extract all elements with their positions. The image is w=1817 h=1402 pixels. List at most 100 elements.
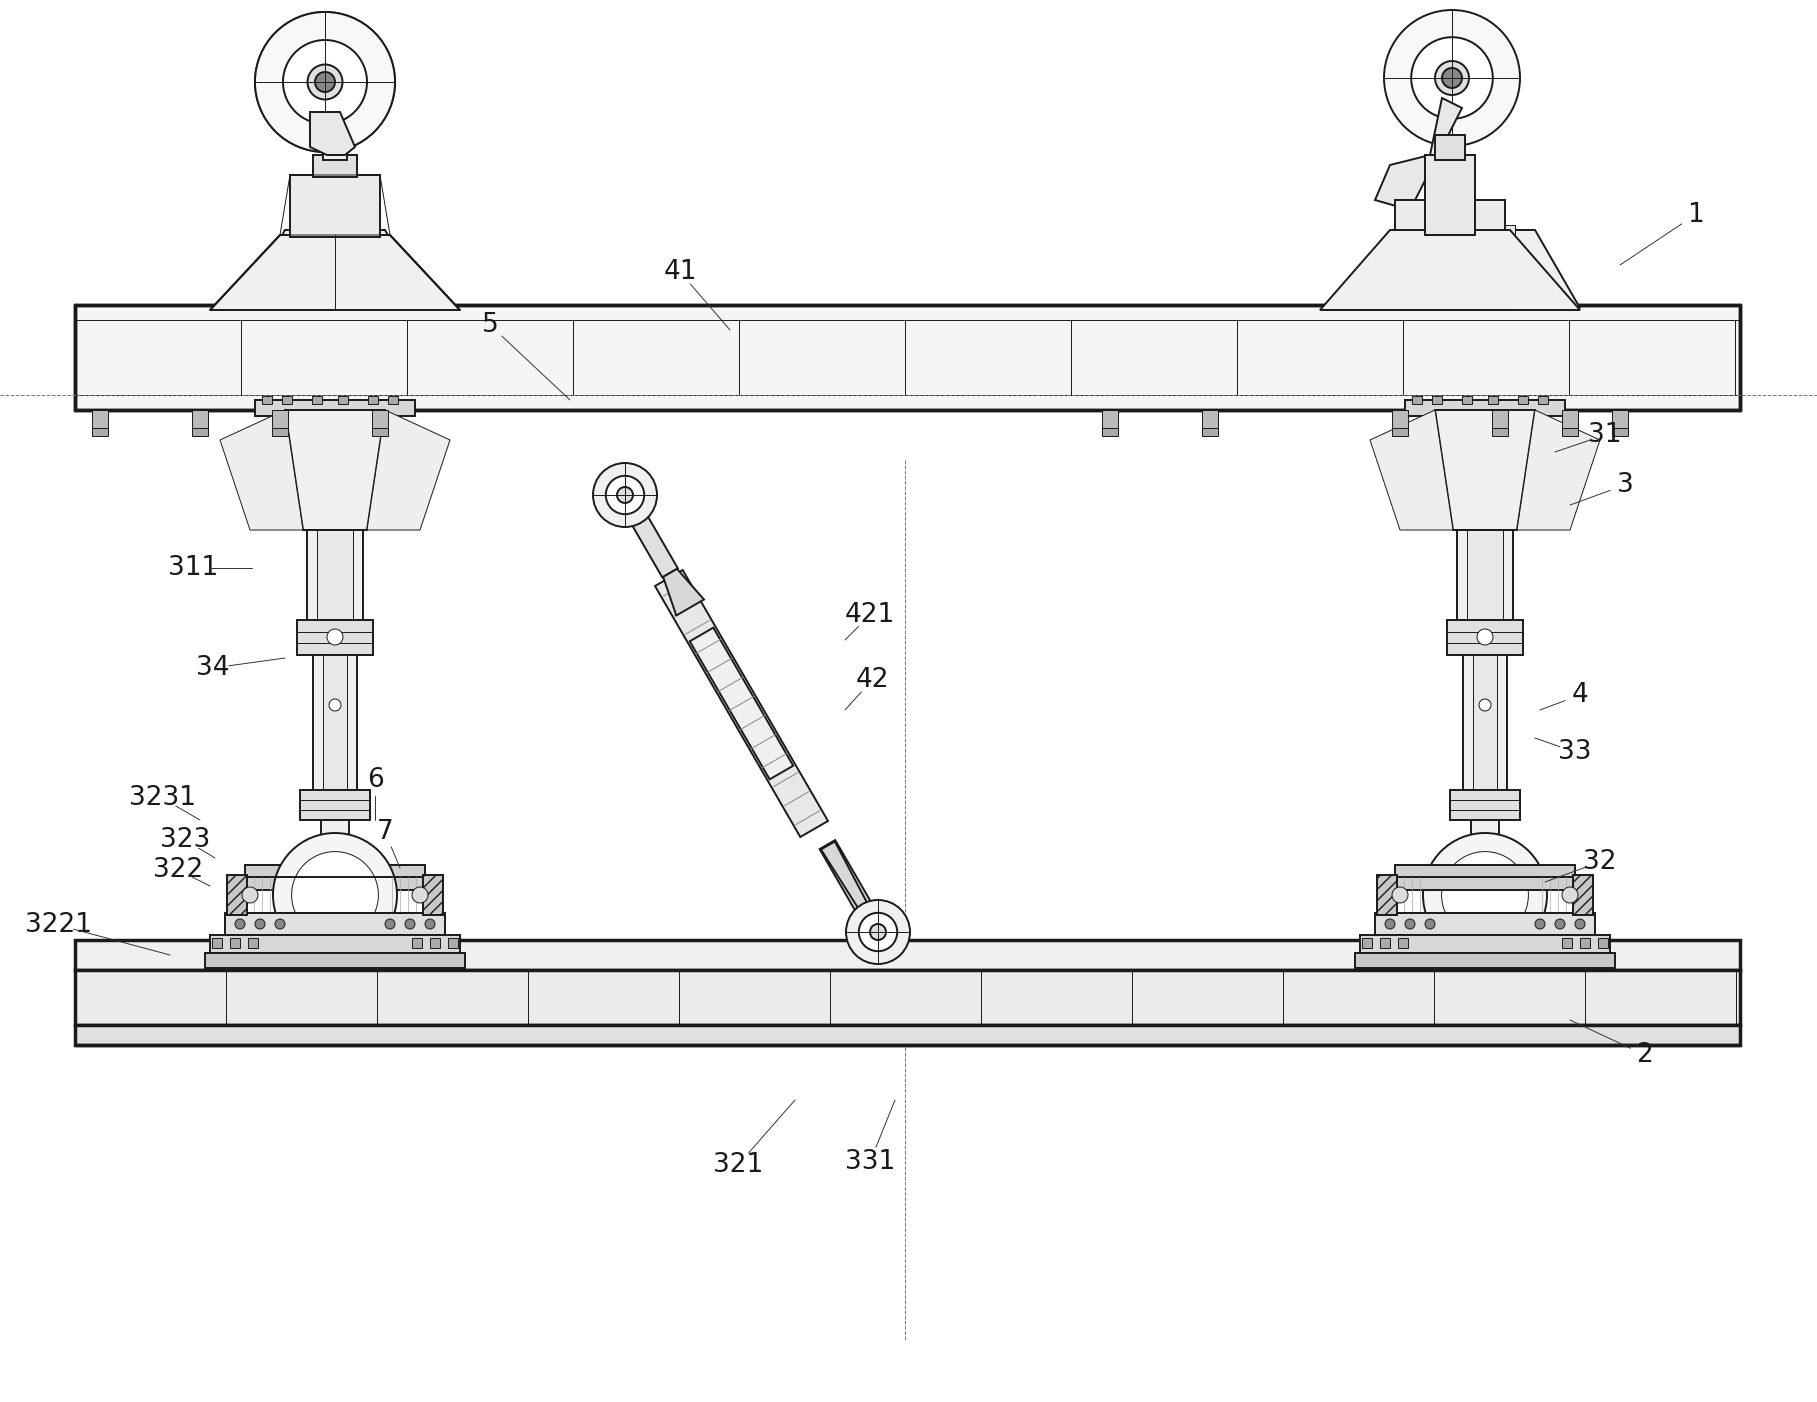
Bar bbox=[227, 875, 247, 916]
Bar bbox=[1563, 428, 1577, 436]
Circle shape bbox=[1405, 918, 1415, 930]
Bar bbox=[1612, 409, 1628, 428]
Text: 42: 42 bbox=[856, 667, 889, 693]
Bar bbox=[1574, 875, 1594, 916]
Bar bbox=[1581, 938, 1590, 948]
Circle shape bbox=[1479, 700, 1492, 711]
Bar bbox=[1377, 875, 1397, 916]
Text: 3231: 3231 bbox=[129, 785, 196, 810]
Bar bbox=[1563, 409, 1577, 428]
Polygon shape bbox=[690, 628, 794, 780]
Circle shape bbox=[847, 900, 910, 965]
Bar bbox=[369, 395, 378, 404]
Circle shape bbox=[329, 700, 342, 711]
Bar bbox=[1375, 913, 1595, 935]
Bar bbox=[1472, 820, 1499, 850]
Bar bbox=[1455, 224, 1515, 271]
Bar bbox=[313, 655, 356, 789]
Text: 2: 2 bbox=[1637, 1042, 1653, 1068]
Bar bbox=[372, 409, 389, 428]
Bar bbox=[1450, 789, 1521, 820]
Circle shape bbox=[1423, 833, 1546, 958]
Bar bbox=[1488, 395, 1497, 404]
Circle shape bbox=[425, 918, 434, 930]
Bar bbox=[1474, 655, 1497, 789]
Text: 331: 331 bbox=[845, 1150, 896, 1175]
Bar bbox=[307, 530, 363, 620]
Bar bbox=[1355, 953, 1615, 967]
Polygon shape bbox=[618, 491, 678, 578]
Bar bbox=[1395, 200, 1504, 238]
Polygon shape bbox=[1375, 98, 1463, 210]
Circle shape bbox=[1477, 629, 1494, 645]
Bar bbox=[231, 938, 240, 948]
Text: 311: 311 bbox=[167, 555, 218, 580]
Bar bbox=[273, 428, 289, 436]
Bar bbox=[300, 789, 371, 820]
Circle shape bbox=[385, 918, 394, 930]
Bar bbox=[211, 935, 460, 953]
Bar bbox=[1203, 409, 1217, 428]
Polygon shape bbox=[654, 571, 829, 837]
Circle shape bbox=[1392, 887, 1408, 903]
Bar bbox=[1466, 530, 1503, 620]
Circle shape bbox=[327, 629, 343, 645]
Circle shape bbox=[859, 913, 898, 951]
Text: 31: 31 bbox=[1588, 422, 1623, 449]
Text: 32: 32 bbox=[1583, 850, 1617, 875]
Bar bbox=[372, 428, 389, 436]
Bar bbox=[1405, 400, 1564, 416]
Bar bbox=[282, 395, 293, 404]
Bar bbox=[213, 938, 222, 948]
Bar bbox=[1435, 135, 1465, 160]
Text: 1: 1 bbox=[1686, 202, 1703, 229]
Bar bbox=[1412, 395, 1423, 404]
Bar bbox=[273, 409, 289, 428]
Bar bbox=[389, 395, 398, 404]
Circle shape bbox=[1555, 918, 1564, 930]
Polygon shape bbox=[1319, 230, 1581, 310]
Bar bbox=[1101, 409, 1117, 428]
Bar bbox=[338, 395, 349, 404]
Text: 322: 322 bbox=[153, 857, 204, 883]
Circle shape bbox=[1385, 918, 1395, 930]
Polygon shape bbox=[1517, 409, 1601, 530]
Text: 421: 421 bbox=[845, 601, 896, 628]
Bar bbox=[1446, 620, 1523, 655]
Bar bbox=[1612, 428, 1628, 436]
Circle shape bbox=[592, 463, 658, 527]
Polygon shape bbox=[1325, 236, 1504, 310]
Circle shape bbox=[273, 833, 396, 958]
Bar bbox=[1432, 395, 1443, 404]
Bar bbox=[1392, 409, 1408, 428]
Circle shape bbox=[307, 64, 342, 100]
Text: 6: 6 bbox=[367, 767, 383, 794]
Text: 34: 34 bbox=[196, 655, 229, 681]
Bar bbox=[254, 400, 414, 416]
Bar bbox=[1537, 395, 1548, 404]
Bar bbox=[193, 409, 207, 428]
Circle shape bbox=[234, 918, 245, 930]
Circle shape bbox=[283, 41, 367, 123]
Bar bbox=[193, 428, 207, 436]
Bar bbox=[291, 175, 380, 237]
Circle shape bbox=[618, 486, 632, 503]
Bar bbox=[74, 970, 1741, 1025]
Circle shape bbox=[870, 924, 887, 939]
Bar bbox=[245, 865, 425, 890]
Bar bbox=[1392, 428, 1408, 436]
Polygon shape bbox=[1370, 409, 1454, 530]
Circle shape bbox=[1575, 918, 1584, 930]
Bar bbox=[323, 655, 347, 789]
Text: 323: 323 bbox=[160, 827, 211, 852]
Bar bbox=[313, 156, 356, 177]
Bar bbox=[313, 395, 322, 404]
Circle shape bbox=[291, 851, 378, 938]
Bar bbox=[1425, 156, 1475, 236]
Circle shape bbox=[1563, 887, 1577, 903]
Bar bbox=[323, 105, 347, 160]
Bar bbox=[1397, 938, 1408, 948]
Text: 5: 5 bbox=[482, 313, 498, 338]
Circle shape bbox=[1412, 38, 1494, 119]
Bar bbox=[231, 878, 440, 913]
